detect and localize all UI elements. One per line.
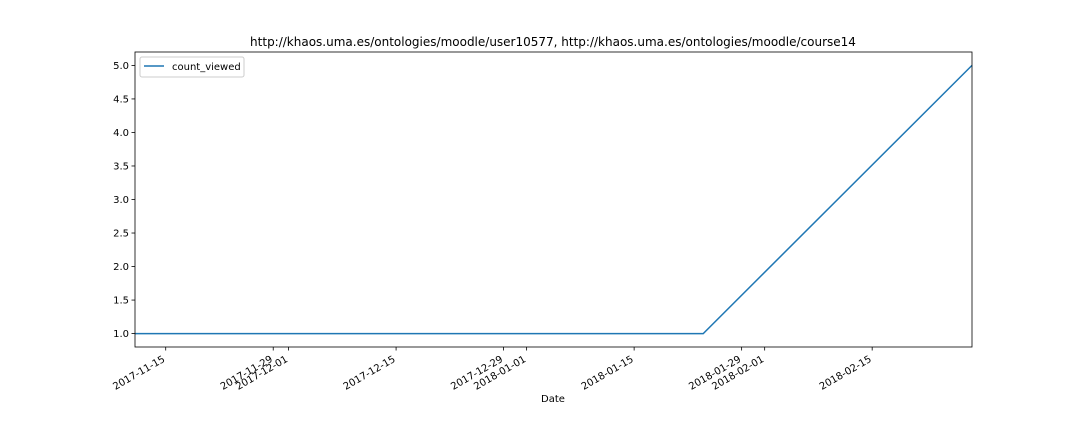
y-tick-label: 1.5 <box>113 296 129 307</box>
legend-label-count-viewed: count_viewed <box>172 62 241 73</box>
legend: count_viewed <box>139 56 245 78</box>
y-tick-label: 4.5 <box>113 94 129 105</box>
y-tick-label: 5.0 <box>113 61 129 72</box>
chart-title: http://khaos.uma.es/ontologies/moodle/us… <box>250 35 856 49</box>
series-line-count-viewed <box>135 64 973 335</box>
y-tick-label: 2.5 <box>113 229 129 240</box>
series-lines <box>135 64 973 335</box>
plot-frame <box>134 51 973 348</box>
x-axis-label: Date <box>541 394 565 405</box>
y-axis-ticks: 1.0 1.5 2.0 2.5 3.0 3.5 4.0 4.5 5.0 <box>113 61 135 340</box>
y-tick-label: 3.0 <box>113 195 129 206</box>
y-tick-label: 3.5 <box>113 161 129 172</box>
plot-area <box>135 52 972 347</box>
y-tick-label: 2.0 <box>113 262 129 273</box>
legend-box <box>139 56 245 78</box>
y-tick-label: 1.0 <box>113 329 129 340</box>
y-tick-label: 4.0 <box>113 128 129 139</box>
